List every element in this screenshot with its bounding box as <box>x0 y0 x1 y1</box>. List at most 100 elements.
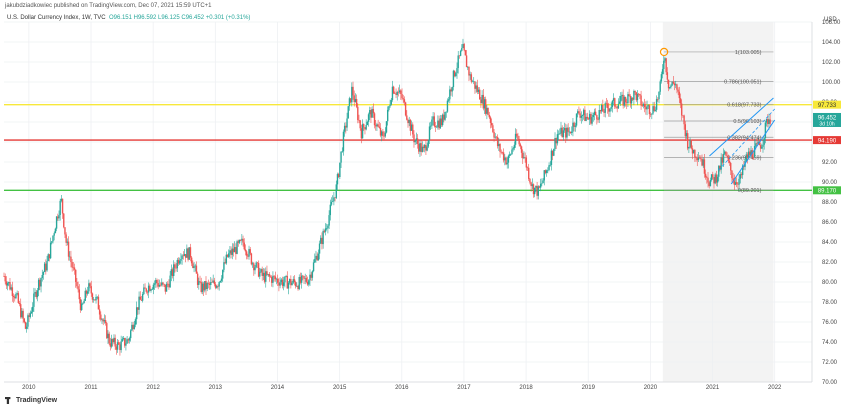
x-tick-label: 2010 <box>22 385 36 391</box>
candle-body <box>523 157 525 159</box>
candle-body <box>658 91 660 100</box>
candle-body <box>734 182 737 185</box>
candle-body <box>691 148 694 154</box>
candle-body <box>206 283 208 290</box>
candle-body <box>173 264 175 277</box>
candle-body <box>266 271 268 275</box>
candle-body <box>79 299 82 311</box>
candle-body <box>262 272 265 276</box>
candle-body <box>94 299 96 301</box>
candle-body <box>12 295 15 298</box>
candle-body <box>54 228 57 234</box>
candle-body <box>120 341 122 351</box>
candle-body <box>24 322 27 329</box>
candle-body <box>757 141 759 144</box>
candle-body <box>587 118 590 120</box>
fib-level-label: 1(103.005) <box>735 50 762 56</box>
candle-body <box>91 293 94 300</box>
candle-body <box>84 290 86 301</box>
candle-body <box>219 280 222 283</box>
candle-body <box>42 271 45 275</box>
candle-body <box>100 314 102 320</box>
candle-body <box>389 104 391 107</box>
candle-body <box>538 186 541 188</box>
channel-lower-line <box>730 119 776 185</box>
candle-body <box>48 254 51 259</box>
candle-body <box>677 89 679 92</box>
x-tick-label: 2016 <box>395 385 409 391</box>
x-tick-label: 2019 <box>582 385 596 391</box>
candle-body <box>334 197 336 198</box>
candle-body <box>395 93 397 95</box>
candle-body <box>504 157 506 161</box>
candle-body <box>45 263 47 271</box>
candle-body <box>459 50 462 56</box>
candle-body <box>188 247 190 260</box>
y-tick-label: 78.00 <box>822 300 838 306</box>
candle-body <box>518 138 520 145</box>
candle-body <box>70 256 72 263</box>
candle-body <box>433 116 435 127</box>
x-tick-label: 2021 <box>706 385 720 391</box>
candle-body <box>611 100 614 107</box>
candle-body <box>88 283 90 292</box>
candle-body <box>426 146 428 151</box>
candle-body <box>104 320 107 324</box>
candle-body <box>708 182 710 187</box>
candle-body <box>524 157 526 158</box>
candle-body <box>462 43 464 49</box>
fib-level-label: 0.786(100.051) <box>724 79 761 85</box>
candle-body <box>144 287 146 289</box>
candle-body <box>369 110 371 115</box>
candle-body <box>184 254 187 258</box>
high-value: H96.592 <box>133 15 157 21</box>
candle-body <box>657 99 659 100</box>
candle-body <box>10 287 12 290</box>
candle-body <box>20 304 22 318</box>
candle-body <box>281 279 284 286</box>
y-tick-label: 92.00 <box>822 160 838 166</box>
candle-body <box>588 113 591 120</box>
candle-body <box>560 127 562 134</box>
price-axis-tag <box>813 136 841 145</box>
candle-body <box>489 117 492 123</box>
candle-body <box>761 146 763 149</box>
candle-body <box>574 125 577 127</box>
candle-body <box>561 127 563 138</box>
low-value: L96.125 <box>158 15 180 21</box>
candle-body <box>171 269 174 277</box>
candle-body <box>51 241 53 243</box>
candle-body <box>647 105 649 107</box>
candle-body <box>193 266 195 269</box>
candle-body <box>327 225 329 229</box>
y-tick-label: 90.00 <box>822 180 838 186</box>
candle-body <box>263 272 266 282</box>
candle-body <box>61 198 64 214</box>
candle-body <box>135 307 138 320</box>
candle-body <box>320 237 322 244</box>
candle-body <box>514 133 517 145</box>
candle-body <box>406 115 408 120</box>
candle-body <box>719 165 721 170</box>
candle-body <box>21 310 23 318</box>
candle-body <box>346 118 348 128</box>
candle-body <box>511 149 513 155</box>
candle-body <box>354 98 357 103</box>
candle-body <box>476 85 479 92</box>
candle-body <box>385 121 388 133</box>
candle-body <box>597 119 599 121</box>
candle-body <box>122 338 125 340</box>
candle-body <box>627 94 629 104</box>
candle-body <box>360 128 363 139</box>
candle-body <box>634 90 636 93</box>
candle-body <box>547 169 549 171</box>
candle-body <box>339 162 341 177</box>
candle-body <box>573 122 575 127</box>
candle-body <box>441 114 444 126</box>
candle-body <box>213 280 216 285</box>
candle-body <box>337 174 340 177</box>
candle-body <box>522 152 524 159</box>
candle-body <box>548 165 550 170</box>
candle-body <box>508 154 511 156</box>
